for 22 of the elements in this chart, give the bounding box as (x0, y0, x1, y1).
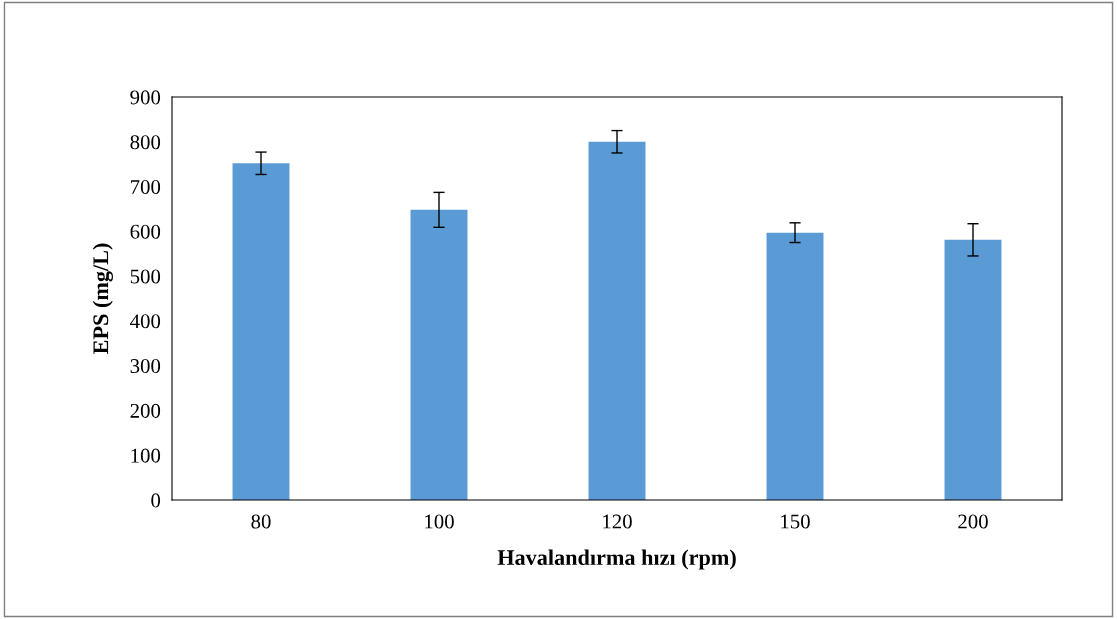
y-tick-label: 100 (131, 448, 161, 463)
y-tick-label: 600 (130, 224, 161, 239)
y-tick-label: 300 (130, 359, 161, 374)
y-tick-label: 800 (130, 135, 161, 150)
bar (232, 163, 290, 500)
bar (588, 141, 646, 500)
x-tick-label: 100 (425, 514, 454, 529)
bar (410, 209, 468, 500)
y-tick-label: 500 (130, 269, 161, 284)
x-tick-label: 120 (603, 514, 632, 529)
bar (766, 232, 824, 500)
y-tick-label: 900 (130, 90, 161, 105)
x-tick-label: 80 (251, 514, 271, 529)
y-tick-label: 400 (130, 314, 161, 329)
y-tick-label: 700 (131, 179, 161, 194)
y-axis-title: EPS (mg/L) (92, 243, 113, 354)
y-tick-label: 200 (130, 403, 161, 418)
x-tick-label: 150 (781, 514, 810, 529)
y-tick-label: 0 (151, 493, 161, 508)
x-tick-label: 200 (958, 514, 988, 529)
bar (944, 239, 1002, 500)
x-axis-title: Havalandırma hızı (rpm) (497, 549, 736, 570)
